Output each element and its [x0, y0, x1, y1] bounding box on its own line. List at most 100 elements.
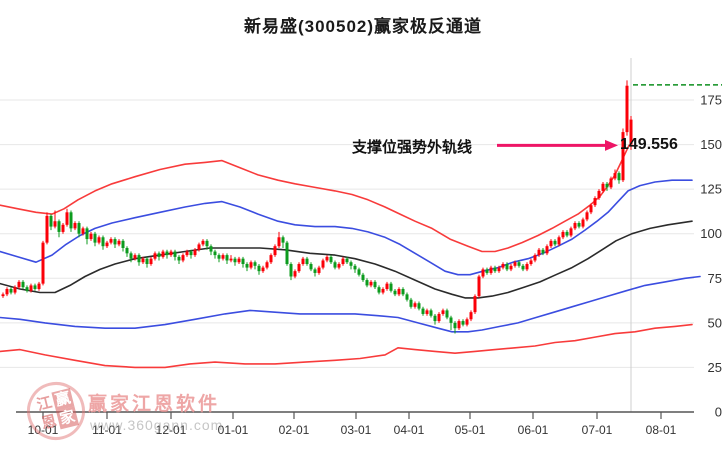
- candle-body: [193, 249, 197, 256]
- candle-body: [245, 264, 249, 268]
- candle-body: [449, 317, 453, 323]
- candle-body: [13, 287, 17, 293]
- candle-body: [361, 274, 365, 281]
- candle-body: [153, 253, 157, 259]
- candle-body: [529, 260, 533, 265]
- candle-body: [421, 308, 425, 314]
- candle-body: [477, 276, 481, 297]
- y-tick-label: 175: [700, 93, 722, 108]
- candle-body: [381, 288, 385, 293]
- candle-body: [213, 251, 217, 256]
- candle-body: [353, 265, 357, 270]
- candle-body: [425, 310, 429, 314]
- x-tick-label: 02-01: [279, 423, 310, 437]
- candle-body: [37, 283, 41, 289]
- candle-body: [97, 237, 101, 243]
- candle-body: [105, 242, 109, 247]
- candle-body: [197, 244, 201, 250]
- candle-body: [129, 253, 133, 259]
- candle-body: [53, 221, 57, 227]
- candle-body: [585, 212, 589, 220]
- candle-body: [377, 287, 381, 293]
- candle-body: [481, 269, 485, 277]
- candle-body: [313, 269, 317, 273]
- candle-body: [49, 215, 53, 227]
- y-tick-label: 100: [700, 226, 722, 241]
- candle-body: [297, 264, 301, 272]
- candle-body: [565, 231, 569, 236]
- candle-body: [265, 262, 269, 268]
- candle-body: [341, 258, 345, 265]
- candle-body: [333, 262, 337, 268]
- brand-seal-characters: 江 赢 恩 家: [33, 387, 80, 434]
- candle-body: [233, 258, 237, 263]
- candle-body: [589, 205, 593, 213]
- candle-body: [537, 249, 541, 256]
- candle-body: [113, 239, 117, 245]
- candle-body: [581, 219, 585, 227]
- candle-body: [437, 313, 441, 322]
- candle-body: [465, 319, 469, 325]
- candle-body: [89, 233, 93, 240]
- candle-body: [553, 240, 557, 245]
- candle-body: [117, 240, 121, 245]
- candle-body: [409, 299, 413, 307]
- y-tick-label: 75: [708, 271, 722, 286]
- candle-body: [385, 283, 389, 289]
- candle-body: [57, 221, 61, 232]
- candle-body: [185, 251, 189, 256]
- candles: [1, 80, 633, 334]
- y-tick-label: 125: [700, 182, 722, 197]
- candle-body: [145, 258, 149, 265]
- candle-body: [597, 190, 601, 199]
- candle-body: [81, 228, 85, 234]
- candle-body: [277, 237, 281, 247]
- candle-body: [393, 290, 397, 295]
- candle-body: [321, 260, 325, 268]
- candle-body: [593, 198, 597, 206]
- candle-body: [493, 267, 497, 272]
- candle-body: [513, 262, 517, 266]
- y-tick-label: 0: [715, 405, 722, 420]
- candle-body: [237, 258, 241, 263]
- candle-body: [505, 264, 509, 270]
- x-tick-label: 05-01: [455, 423, 486, 437]
- candle-body: [417, 303, 421, 309]
- candle-body: [609, 178, 613, 188]
- x-tick-label: 04-01: [394, 423, 425, 437]
- candle-body: [349, 262, 353, 266]
- candle-body: [293, 271, 297, 277]
- candle-body: [365, 280, 369, 286]
- candle-body: [617, 173, 621, 181]
- candle-body: [521, 265, 525, 270]
- x-tick-label: 12-01: [156, 423, 187, 437]
- candle-body: [525, 264, 529, 270]
- channel-rails: [0, 144, 701, 369]
- candle-body: [249, 262, 253, 268]
- candle-body: [133, 255, 137, 259]
- candle-body: [545, 246, 549, 254]
- candle-body: [329, 256, 333, 263]
- candle-body: [325, 256, 329, 261]
- candle-body: [441, 310, 445, 314]
- candle-body: [453, 322, 457, 329]
- candle-body: [157, 253, 161, 257]
- x-tick-label: 06-01: [518, 423, 549, 437]
- candle-body: [217, 255, 221, 259]
- candle-body: [337, 264, 341, 268]
- candle-body: [149, 258, 153, 265]
- candle-body: [5, 288, 9, 295]
- y-axis-labels: 0 25 50 75 100 125 150 175: [700, 93, 722, 420]
- candle-body: [125, 247, 129, 254]
- candle-body: [485, 269, 489, 273]
- candle-body: [501, 264, 505, 268]
- candle-body: [221, 255, 225, 259]
- candle-body: [621, 132, 625, 181]
- candle-body: [345, 258, 349, 263]
- candle-body: [225, 255, 229, 261]
- y-tick-label: 25: [708, 360, 722, 375]
- candle-body: [29, 285, 33, 291]
- x-tick-label: 07-01: [582, 423, 613, 437]
- candle-body: [189, 251, 193, 256]
